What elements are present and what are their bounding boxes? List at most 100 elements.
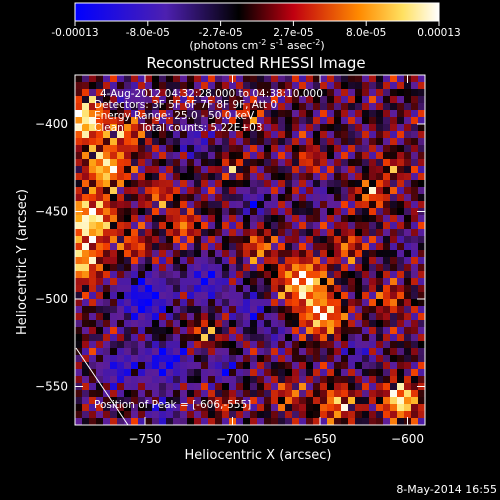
heatmap-cell xyxy=(264,299,272,307)
heatmap-cell xyxy=(327,166,335,174)
heatmap-cell xyxy=(264,292,272,300)
heatmap-cell xyxy=(173,292,181,300)
heatmap-cell xyxy=(159,369,167,377)
heatmap-cell xyxy=(383,103,391,111)
heatmap-cell xyxy=(313,131,321,139)
heatmap-cell xyxy=(306,201,314,209)
heatmap-cell xyxy=(299,250,307,258)
heatmap-cell xyxy=(264,306,272,314)
heatmap-cell xyxy=(138,404,146,412)
heatmap-cell xyxy=(250,236,258,244)
heatmap-cell xyxy=(187,292,195,300)
heatmap-cell xyxy=(110,131,118,139)
heatmap-cell xyxy=(117,362,125,370)
heatmap-cell xyxy=(138,390,146,398)
heatmap-cell xyxy=(306,222,314,230)
heatmap-cell xyxy=(355,341,363,349)
heatmap-cell xyxy=(369,159,377,167)
heatmap-cell xyxy=(75,187,83,195)
heatmap-cell xyxy=(145,201,153,209)
heatmap-cell xyxy=(187,334,195,342)
heatmap-cell xyxy=(117,369,125,377)
heatmap-cell xyxy=(236,285,244,293)
heatmap-cell xyxy=(110,145,118,153)
heatmap-cell xyxy=(327,278,335,286)
heatmap-cell xyxy=(208,397,216,405)
heatmap-cell xyxy=(362,341,370,349)
heatmap-cell xyxy=(138,334,146,342)
heatmap-cell xyxy=(103,96,111,104)
heatmap-cell xyxy=(145,96,153,104)
heatmap-cell xyxy=(110,397,118,405)
heatmap-cell xyxy=(292,131,300,139)
heatmap-cell xyxy=(166,201,174,209)
heatmap-cell xyxy=(397,383,405,391)
heatmap-cell xyxy=(264,117,272,125)
heatmap-cell xyxy=(327,110,335,118)
heatmap-cell xyxy=(82,390,90,398)
heatmap-cell xyxy=(180,96,188,104)
heatmap-cell xyxy=(222,313,230,321)
heatmap-cell xyxy=(278,299,286,307)
heatmap-cell xyxy=(285,75,293,83)
heatmap-cell xyxy=(110,201,118,209)
heatmap-cell xyxy=(313,229,321,237)
heatmap-cell xyxy=(369,89,377,97)
heatmap-cell xyxy=(299,208,307,216)
heatmap-cell xyxy=(173,159,181,167)
heatmap-cell xyxy=(138,110,146,118)
heatmap-cell xyxy=(110,341,118,349)
heatmap-cell xyxy=(180,341,188,349)
heatmap-cell xyxy=(187,110,195,118)
heatmap-cell xyxy=(390,278,398,286)
heatmap-cell xyxy=(103,82,111,90)
heatmap-cell xyxy=(376,348,384,356)
heatmap-cell xyxy=(187,299,195,307)
heatmap-cell xyxy=(320,96,328,104)
heatmap-cell xyxy=(110,348,118,356)
heatmap-cell xyxy=(180,236,188,244)
heatmap-cell xyxy=(215,75,223,83)
heatmap-cell xyxy=(124,390,132,398)
heatmap-cell xyxy=(418,243,425,251)
heatmap-cell xyxy=(222,173,230,181)
heatmap-cell xyxy=(390,82,398,90)
heatmap-cell xyxy=(201,117,209,125)
heatmap-cell xyxy=(173,320,181,328)
heatmap-cell xyxy=(355,404,363,412)
heatmap-cell xyxy=(215,285,223,293)
y-tick-label: −450 xyxy=(35,205,68,219)
heatmap-cell xyxy=(96,145,104,153)
heatmap-cell xyxy=(292,96,300,104)
heatmap-cell xyxy=(327,397,335,405)
heatmap-cell xyxy=(369,138,377,146)
heatmap-cell xyxy=(418,362,425,370)
heatmap-cell xyxy=(166,285,174,293)
heatmap-cell xyxy=(145,390,153,398)
heatmap-cell xyxy=(243,194,251,202)
heatmap-cell xyxy=(236,138,244,146)
heatmap-cell xyxy=(110,292,118,300)
heatmap-cell xyxy=(173,334,181,342)
heatmap-cell xyxy=(173,145,181,153)
heatmap-cell xyxy=(187,215,195,223)
heatmap-cell xyxy=(138,313,146,321)
heatmap-cell xyxy=(236,250,244,258)
heatmap-cell xyxy=(75,229,83,237)
heatmap-cell xyxy=(236,187,244,195)
heatmap-cell xyxy=(250,264,258,272)
heatmap-cell xyxy=(299,362,307,370)
heatmap-cell xyxy=(306,138,314,146)
heatmap-cell xyxy=(236,334,244,342)
heatmap-cell xyxy=(271,278,279,286)
heatmap-cell xyxy=(341,180,349,188)
heatmap-cell xyxy=(236,201,244,209)
heatmap-cell xyxy=(82,194,90,202)
heatmap-cell xyxy=(215,278,223,286)
heatmap-cell xyxy=(313,215,321,223)
heatmap-cell xyxy=(201,194,209,202)
heatmap-cell xyxy=(292,117,300,125)
heatmap-cell xyxy=(404,383,412,391)
heatmap-cell xyxy=(208,236,216,244)
x-tick-label: −700 xyxy=(216,432,249,446)
